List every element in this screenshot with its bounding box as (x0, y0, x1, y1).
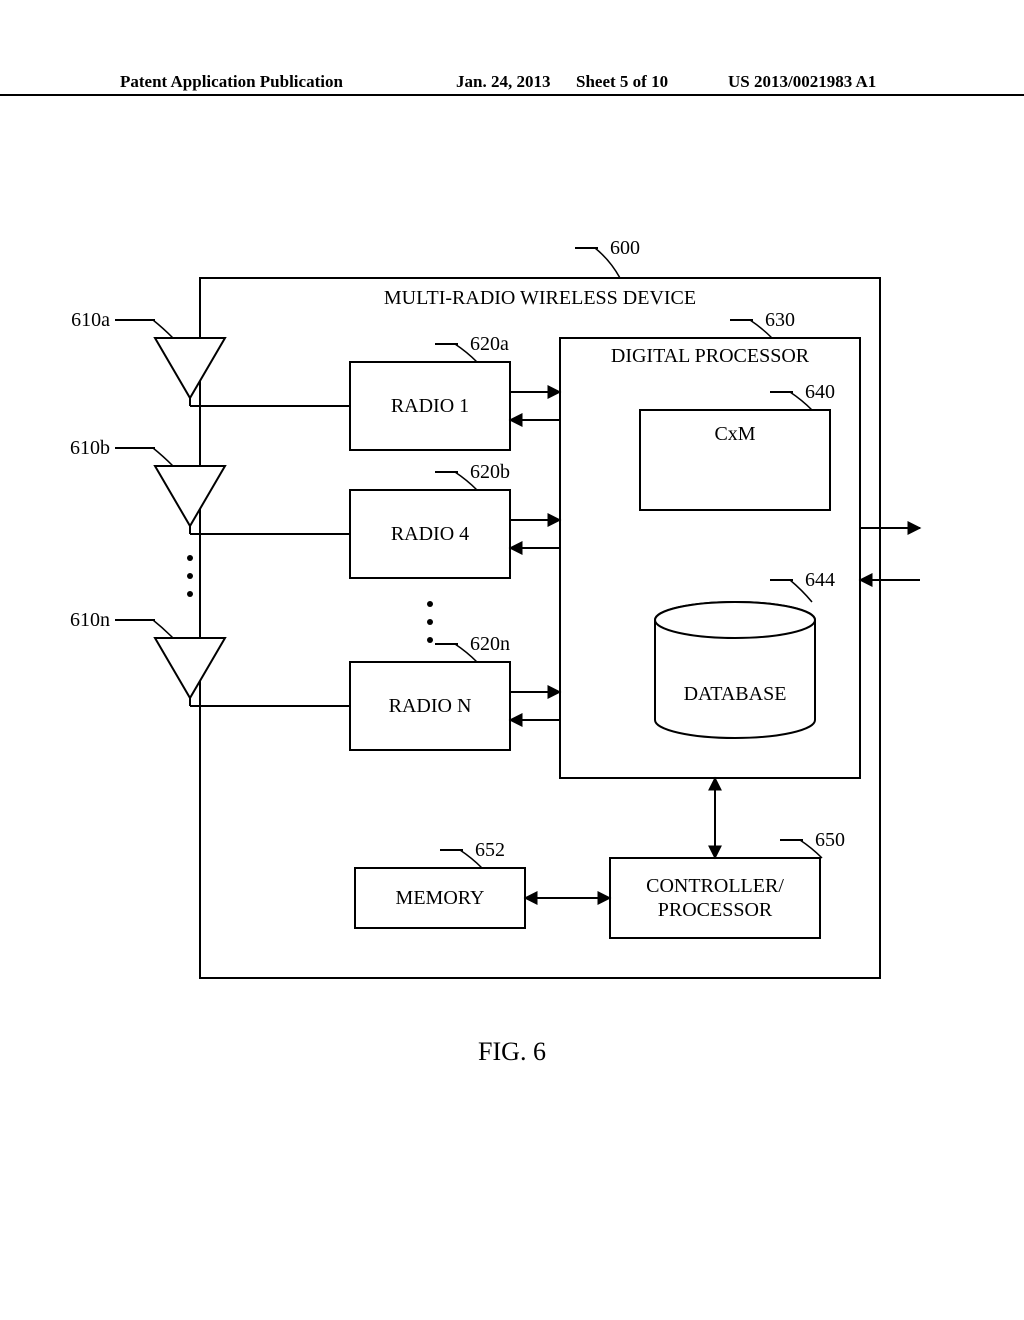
ref-620a: 620a (470, 333, 509, 355)
ref-610n: 610n (70, 609, 110, 631)
ref-600: 600 (610, 237, 640, 259)
radio4-label: RADIO 4 (391, 523, 469, 545)
ctrl-label2: PROCESSOR (658, 899, 773, 921)
figure-caption: FIG. 6 (478, 1037, 546, 1066)
database-icon (655, 602, 815, 738)
db-label: DATABASE (684, 683, 787, 705)
antenna-n-icon (155, 638, 350, 706)
ref-630: 630 (765, 309, 795, 331)
radion-label: RADIO N (389, 695, 472, 717)
figure-diagram: MULTI-RADIO WIRELESS DEVICE 600 DIGITAL … (0, 0, 1024, 1320)
ctrl-label1: CONTROLLER/ (646, 875, 784, 897)
antenna-a-icon (155, 338, 350, 406)
ref-650: 650 (815, 829, 845, 851)
ref-652: 652 (475, 839, 505, 861)
ref-620b: 620b (470, 461, 510, 483)
dproc-label: DIGITAL PROCESSOR (611, 345, 810, 367)
device-title: MULTI-RADIO WIRELESS DEVICE (384, 287, 696, 309)
ref-640: 640 (805, 381, 835, 403)
controller-box (610, 858, 820, 938)
cxm-label: CxM (714, 423, 755, 445)
antenna-b-icon (155, 466, 350, 534)
mem-label: MEMORY (396, 887, 485, 909)
ref-610b: 610b (70, 437, 110, 459)
ref-644: 644 (805, 569, 835, 591)
ref-610a: 610a (71, 309, 110, 331)
radio1-label: RADIO 1 (391, 395, 469, 417)
ref-620n: 620n (470, 633, 510, 655)
